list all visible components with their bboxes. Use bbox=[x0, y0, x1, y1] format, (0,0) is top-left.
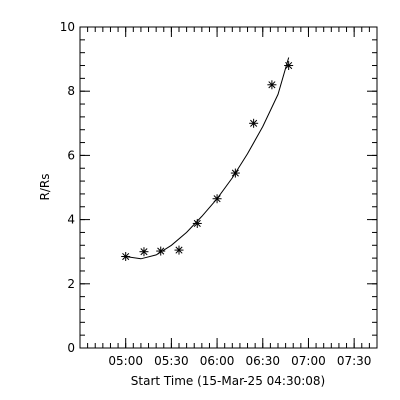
marker-stroke bbox=[175, 246, 183, 254]
data-point bbox=[192, 218, 202, 228]
y-tick-label: 8 bbox=[67, 84, 75, 98]
data-point bbox=[212, 194, 222, 204]
x-tick-label: 05:30 bbox=[154, 354, 189, 368]
marker-stroke bbox=[285, 61, 293, 70]
data-point bbox=[267, 80, 277, 90]
data-point bbox=[284, 61, 294, 71]
marker-stroke bbox=[250, 119, 258, 127]
fit-line bbox=[125, 57, 290, 260]
marker-stroke bbox=[140, 248, 148, 256]
data-point bbox=[249, 118, 259, 128]
data-point bbox=[230, 168, 240, 178]
data-point bbox=[139, 247, 149, 257]
marker-stroke bbox=[157, 247, 165, 255]
x-tick-label: 06:30 bbox=[245, 354, 280, 368]
data-point bbox=[121, 252, 131, 262]
marker-stroke bbox=[268, 81, 276, 89]
marker-stroke bbox=[122, 252, 130, 261]
y-tick-label: 0 bbox=[67, 341, 75, 355]
axes: 0 2 4 6 8 10 05:00 05:30 06:00 06:30 07:00 07:30 bbox=[60, 20, 378, 368]
x-tick-label: 05:00 bbox=[108, 354, 143, 368]
y-axis-label: R/Rs bbox=[38, 174, 52, 201]
data-point bbox=[156, 246, 166, 256]
data-markers bbox=[121, 61, 294, 262]
y-tick-label: 6 bbox=[67, 148, 75, 162]
plot-frame bbox=[79, 26, 378, 349]
x-tick-label: 07:00 bbox=[291, 354, 326, 368]
y-tick-label: 2 bbox=[67, 277, 75, 291]
x-tick-label: 07:30 bbox=[337, 354, 372, 368]
x-axis-label: Start Time (15-Mar-25 04:30:08) bbox=[131, 374, 325, 388]
y-tick-label: 4 bbox=[67, 213, 75, 227]
marker-stroke bbox=[213, 195, 221, 203]
marker-stroke bbox=[231, 169, 239, 177]
x-tick-label: 06:00 bbox=[200, 354, 235, 368]
data-point bbox=[174, 245, 184, 255]
marker-stroke bbox=[193, 219, 201, 228]
y-tick-label: 10 bbox=[60, 20, 75, 34]
